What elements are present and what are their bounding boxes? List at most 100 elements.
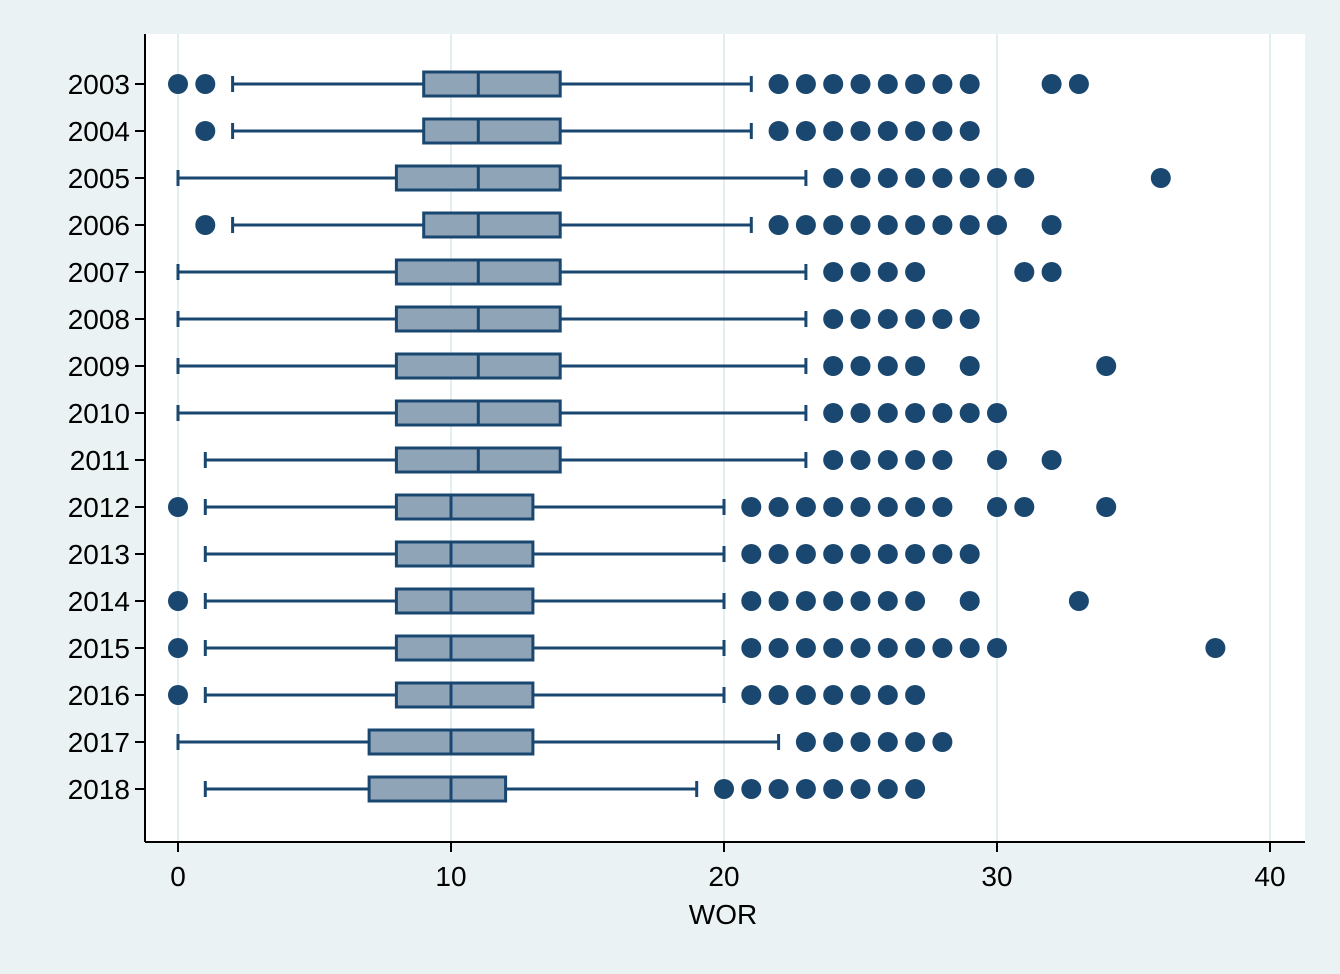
outlier-point	[905, 544, 926, 564]
outlier-point	[987, 638, 1007, 658]
outlier-point	[959, 591, 980, 611]
y-tick-label: 2017	[68, 727, 130, 758]
outlier-point	[823, 685, 844, 705]
box-2008	[176, 305, 980, 333]
y-tick-label: 2012	[68, 492, 130, 523]
outlier-point	[932, 121, 953, 141]
outlier-point	[877, 450, 898, 470]
y-tick-label: 2018	[68, 774, 130, 805]
outlier-point	[795, 497, 816, 517]
outlier-point	[905, 215, 926, 235]
outlier-point	[741, 544, 762, 564]
outlier-point	[823, 168, 844, 188]
outlier-point	[850, 497, 871, 517]
box-2009	[176, 352, 1117, 380]
outlier-point	[823, 262, 844, 282]
outlier-point	[823, 497, 844, 517]
outlier-point	[850, 168, 871, 188]
box-2014	[168, 587, 1089, 615]
outlier-point	[959, 309, 980, 329]
outlier-point	[823, 638, 844, 658]
outlier-point	[905, 638, 926, 658]
box-2015	[168, 634, 1226, 662]
outlier-point	[932, 638, 953, 658]
outlier-point	[877, 497, 898, 517]
box-2017	[176, 728, 953, 756]
y-tick-label: 2004	[68, 116, 130, 147]
outlier-point	[932, 74, 953, 94]
outlier-point	[959, 168, 980, 188]
box-2005	[176, 164, 1171, 192]
y-tick-label: 2011	[70, 445, 130, 476]
outlier-point	[850, 450, 871, 470]
outlier-point	[741, 497, 762, 517]
outlier-point	[905, 497, 926, 517]
iqr-box	[394, 634, 535, 662]
outlier-point	[823, 732, 844, 752]
x-tick-label: 10	[435, 861, 466, 892]
outlier-point	[850, 262, 871, 282]
outlier-point	[795, 544, 816, 564]
outlier-point	[877, 638, 898, 658]
x-tick-label: 20	[708, 861, 739, 892]
box-2006	[195, 211, 1062, 239]
y-tick-label: 2003	[68, 69, 130, 100]
outlier-point	[905, 779, 926, 799]
outlier-point	[959, 544, 980, 564]
outlier-point	[1041, 215, 1062, 235]
outlier-point	[877, 168, 898, 188]
outlier-point	[932, 732, 953, 752]
y-tick-label: 2007	[68, 257, 130, 288]
outlier-point	[877, 309, 898, 329]
outlier-point	[959, 638, 980, 658]
outlier-point	[768, 685, 789, 705]
outlier-point	[932, 497, 953, 517]
box-2016	[168, 681, 926, 709]
outlier-point	[823, 215, 844, 235]
outlier-point	[1014, 262, 1035, 282]
outlier-point	[795, 215, 816, 235]
outlier-point	[795, 591, 816, 611]
outlier-point	[741, 685, 762, 705]
outlier-point	[877, 732, 898, 752]
outlier-point	[768, 121, 789, 141]
y-tick-label: 2015	[68, 633, 130, 664]
outlier-point	[1150, 168, 1171, 188]
outlier-point	[823, 779, 844, 799]
box-2007	[176, 258, 1062, 286]
outlier-point	[932, 403, 953, 423]
outlier-point	[768, 544, 789, 564]
outlier-point	[795, 685, 816, 705]
outlier-point	[741, 638, 762, 658]
outlier-point	[823, 309, 844, 329]
outlier-point	[877, 779, 898, 799]
outlier-point	[768, 779, 789, 799]
outlier-point	[850, 121, 871, 141]
outlier-point	[1014, 168, 1035, 188]
iqr-box	[394, 540, 535, 568]
y-tick-label: 2014	[68, 586, 130, 617]
outlier-point	[932, 215, 953, 235]
outlier-point	[850, 356, 871, 376]
iqr-box	[394, 587, 535, 615]
y-tick-label: 2016	[68, 680, 130, 711]
outlier-point	[168, 497, 188, 517]
outlier-point	[959, 215, 980, 235]
outlier-point	[823, 591, 844, 611]
outlier-point	[850, 544, 871, 564]
outlier-point	[168, 74, 188, 94]
outlier-point	[905, 168, 926, 188]
outlier-point	[877, 685, 898, 705]
outlier-point	[877, 262, 898, 282]
x-tick-label: 40	[1254, 861, 1285, 892]
box-2012	[168, 493, 1117, 521]
outlier-point	[877, 121, 898, 141]
outlier-point	[850, 779, 871, 799]
outlier-point	[877, 356, 898, 376]
outlier-point	[877, 215, 898, 235]
iqr-box	[367, 775, 508, 803]
outlier-point	[1096, 356, 1117, 376]
outlier-point	[905, 262, 926, 282]
outlier-point	[1014, 497, 1035, 517]
iqr-box	[394, 493, 535, 521]
